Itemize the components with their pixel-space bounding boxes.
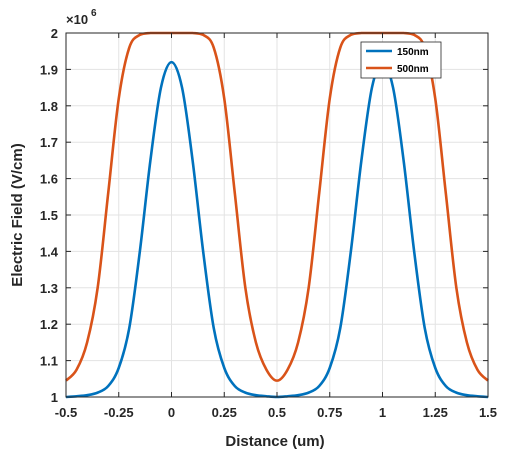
x-tick-label: 1.5 (479, 405, 497, 420)
legend-label-500nm: 500nm (397, 64, 429, 75)
y-tick-label: 1.8 (40, 99, 58, 114)
legend-label-150nm: 150nm (397, 47, 429, 58)
x-tick-label: 1.25 (423, 405, 448, 420)
x-tick-label: 1 (379, 405, 386, 420)
y-tick-label: 1.2 (40, 317, 58, 332)
x-tick-labels: -0.5 -0.25 0 0.25 0.5 0.75 1 1.25 1.5 (55, 405, 497, 420)
y-tick-label: 1.4 (40, 244, 59, 259)
x-tick-label: 0.5 (268, 405, 286, 420)
y-tick-label: 1.7 (40, 135, 58, 150)
x-tick-label: 0.75 (317, 405, 342, 420)
y-tick-label: 1.6 (40, 172, 58, 187)
y-exponent-base: ×10 (66, 12, 88, 27)
y-tick-label: 1.5 (40, 208, 58, 223)
x-tick-label: -0.25 (104, 405, 134, 420)
axis-ticks (65, 32, 489, 398)
y-tick-label: 1.1 (40, 354, 58, 369)
x-tick-label: 0 (168, 405, 175, 420)
y-tick-label: 1.9 (40, 62, 58, 77)
y-exponent-power: 6 (91, 8, 97, 19)
y-tick-label: 1 (51, 390, 58, 405)
x-tick-label: -0.5 (55, 405, 77, 420)
y-tick-labels: 1 1.1 1.2 1.3 1.4 1.5 1.6 1.7 1.8 1.9 2 (40, 26, 59, 405)
x-tick-label: 0.25 (212, 405, 237, 420)
y-axis-label: Electric Field (V/cm) (9, 143, 26, 286)
y-tick-label: 1.3 (40, 281, 58, 296)
series-line-500nm (65, 31, 489, 382)
x-axis-label: Distance (um) (225, 433, 324, 450)
legend-box (360, 41, 442, 79)
legend: 150nm 500nm (360, 41, 442, 79)
y-tick-label: 2 (51, 26, 58, 41)
